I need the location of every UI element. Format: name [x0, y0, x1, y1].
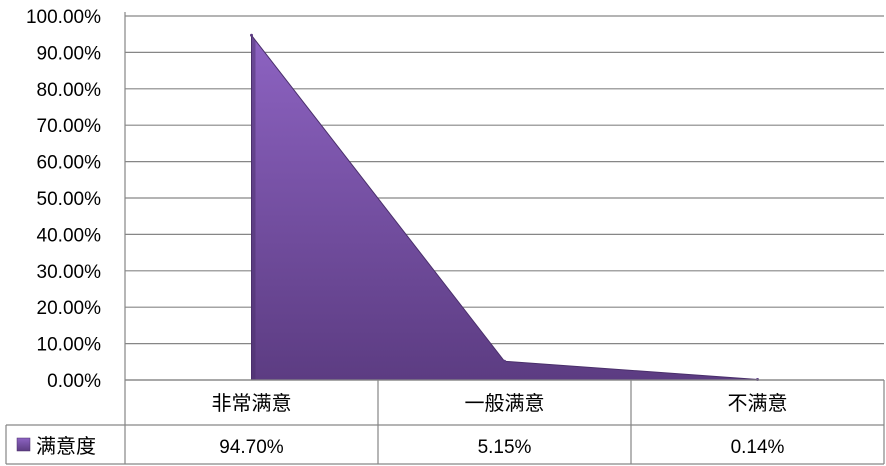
category-label: 非常满意 — [212, 391, 292, 415]
data-point-1 — [503, 359, 506, 363]
y-tick-label: 30.00% — [37, 262, 102, 283]
y-tick-label: 10.00% — [37, 335, 102, 356]
area-fill-manyidu — [251, 33, 758, 381]
y-axis-ticks: 0.00% 10.00% 20.00% 30.00% 40.00% 50.00% 60.00… — [26, 7, 101, 392]
area-series — [250, 33, 759, 381]
data-point-0 — [250, 33, 253, 37]
data-table: 非常满意 94.70% 一般满意 5.15% 不满意 0.14% 满意度 — [5, 379, 885, 465]
y-tick-label: 90.00% — [37, 43, 102, 64]
legend-key — [16, 437, 31, 452]
y-tick-label: 50.00% — [37, 189, 102, 210]
data-value-label: 0.14% — [731, 437, 785, 458]
data-value-label: 5.15% — [478, 437, 532, 458]
y-tick-label: 80.00% — [37, 80, 102, 101]
y-tick-label: 0.00% — [47, 371, 101, 392]
y-tick-label: 20.00% — [37, 298, 102, 319]
category-label: 不满意 — [728, 391, 788, 415]
y-tick-label: 60.00% — [37, 153, 102, 174]
y-tick-label: 100.00% — [26, 7, 101, 28]
y-tick-label: 70.00% — [37, 116, 102, 137]
category-label: 一般满意 — [465, 391, 545, 415]
area-edge-shade — [251, 35, 256, 381]
legend-series-name: 满意度 — [36, 434, 96, 458]
data-value-label: 94.70% — [219, 437, 284, 458]
y-tick-label: 40.00% — [37, 225, 102, 246]
